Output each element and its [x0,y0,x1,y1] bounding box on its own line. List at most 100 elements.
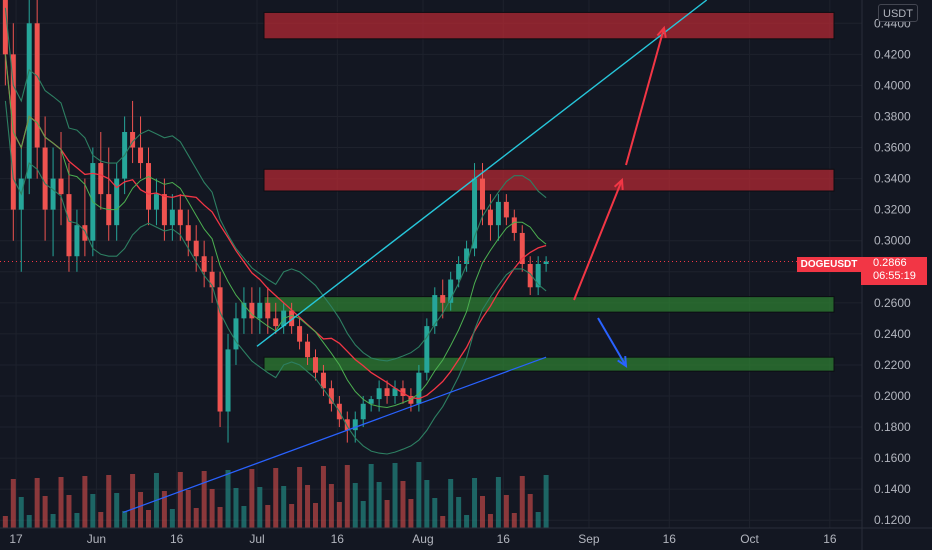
candle-body [98,163,104,195]
candle-body [297,326,303,342]
volume-bar [432,498,438,528]
volume-bar [193,508,199,528]
time-tick-label: 16 [497,532,511,546]
volume-bar [241,506,247,528]
volume-bar [448,479,454,528]
volume-bar [34,478,40,528]
time-tick-label: 16 [331,532,345,546]
candle-body [249,302,255,319]
price-tick-label: 0.2200 [874,358,911,372]
candle-body [527,264,533,288]
price-tick-label: 0.2000 [874,389,911,403]
volume-bar [519,476,525,528]
candle-body [448,279,454,303]
bollinger-lower [4,100,547,455]
volume-bar [503,495,509,528]
last-price-box: 0.2866 06:55:19 [861,257,927,285]
volume-bar [543,475,549,528]
candle-body [265,302,271,319]
volume-bar [10,479,16,528]
symbol-price-tag: DOGEUSDT [797,257,861,272]
price-tick-label: 0.3200 [874,203,911,217]
moving-average-blue [122,356,547,514]
volume-bar [233,488,239,528]
volume-bar [305,485,311,528]
volume-bar [495,477,501,528]
volume-bar [225,470,231,528]
price-tick-label: 0.3000 [874,234,911,248]
volume-bar [185,490,191,528]
volume-bar [424,480,430,528]
resistance-zone-top [263,11,835,40]
last-price-value: 0.2866 [873,257,907,269]
support-zone-lower [263,356,835,372]
candle-body [233,318,239,350]
candle-body [352,419,358,431]
volume-bar [90,494,96,528]
volume-bar [82,476,88,528]
candle-body [305,341,311,358]
candle-body [472,178,478,249]
candle-body [320,372,326,389]
volume-bar [312,503,318,528]
price-tick-label: 0.4200 [874,47,911,61]
candle-body [456,264,462,280]
candle-body [424,326,430,373]
candle-body [145,163,151,210]
candle-body [209,271,215,288]
volume-bar [289,504,295,528]
candle-body [400,388,406,396]
time-tick-label: 16 [170,532,184,546]
candle-body [34,23,40,148]
volume-bar [328,484,334,528]
price-tick-label: 0.3400 [874,172,911,186]
volume-bar [201,471,207,528]
volume-bar [535,512,541,528]
bollinger-mid [4,54,547,409]
candle-body [535,264,541,288]
volume-bar [376,482,382,528]
currency-badge[interactable]: USDT [878,4,918,22]
volume-bar [400,481,406,528]
volume-bar [18,497,24,528]
arrow-up-2-head [656,25,667,39]
candle-body [440,295,446,303]
candle-body [50,178,56,210]
candle-body [487,209,493,226]
candle-body [408,396,414,404]
candle-body [543,261,549,264]
volume-bar [122,511,128,528]
volume-bar [336,502,342,528]
candle-body [416,372,422,404]
volume-bar [487,514,493,528]
candle-body [169,209,175,226]
volume-bar [217,507,223,528]
volume-bar [479,496,485,528]
candle-body [328,388,334,404]
candle-body [82,225,88,241]
time-tick-label: Jul [249,532,264,546]
arrow-down-head [617,355,628,368]
time-tick-label: 16 [663,532,677,546]
volume-bar [249,469,255,528]
volume-bar [416,462,422,528]
candle-body [376,388,382,400]
candle-body [217,287,223,412]
volume-bar [106,475,112,528]
candle-body [519,232,525,264]
arrow-up-2 [625,27,665,166]
candle-body [58,178,64,195]
candle-body [26,23,32,179]
volume-bar [130,474,136,528]
volume-bar [177,472,183,528]
volume-bar [392,463,398,528]
volume-bar [297,467,303,528]
candle-body [161,194,167,226]
volume-bar [58,477,64,528]
volume-bar [368,464,374,528]
candle-body [193,240,199,257]
candle-body [344,419,350,431]
volume-bar [464,515,470,528]
